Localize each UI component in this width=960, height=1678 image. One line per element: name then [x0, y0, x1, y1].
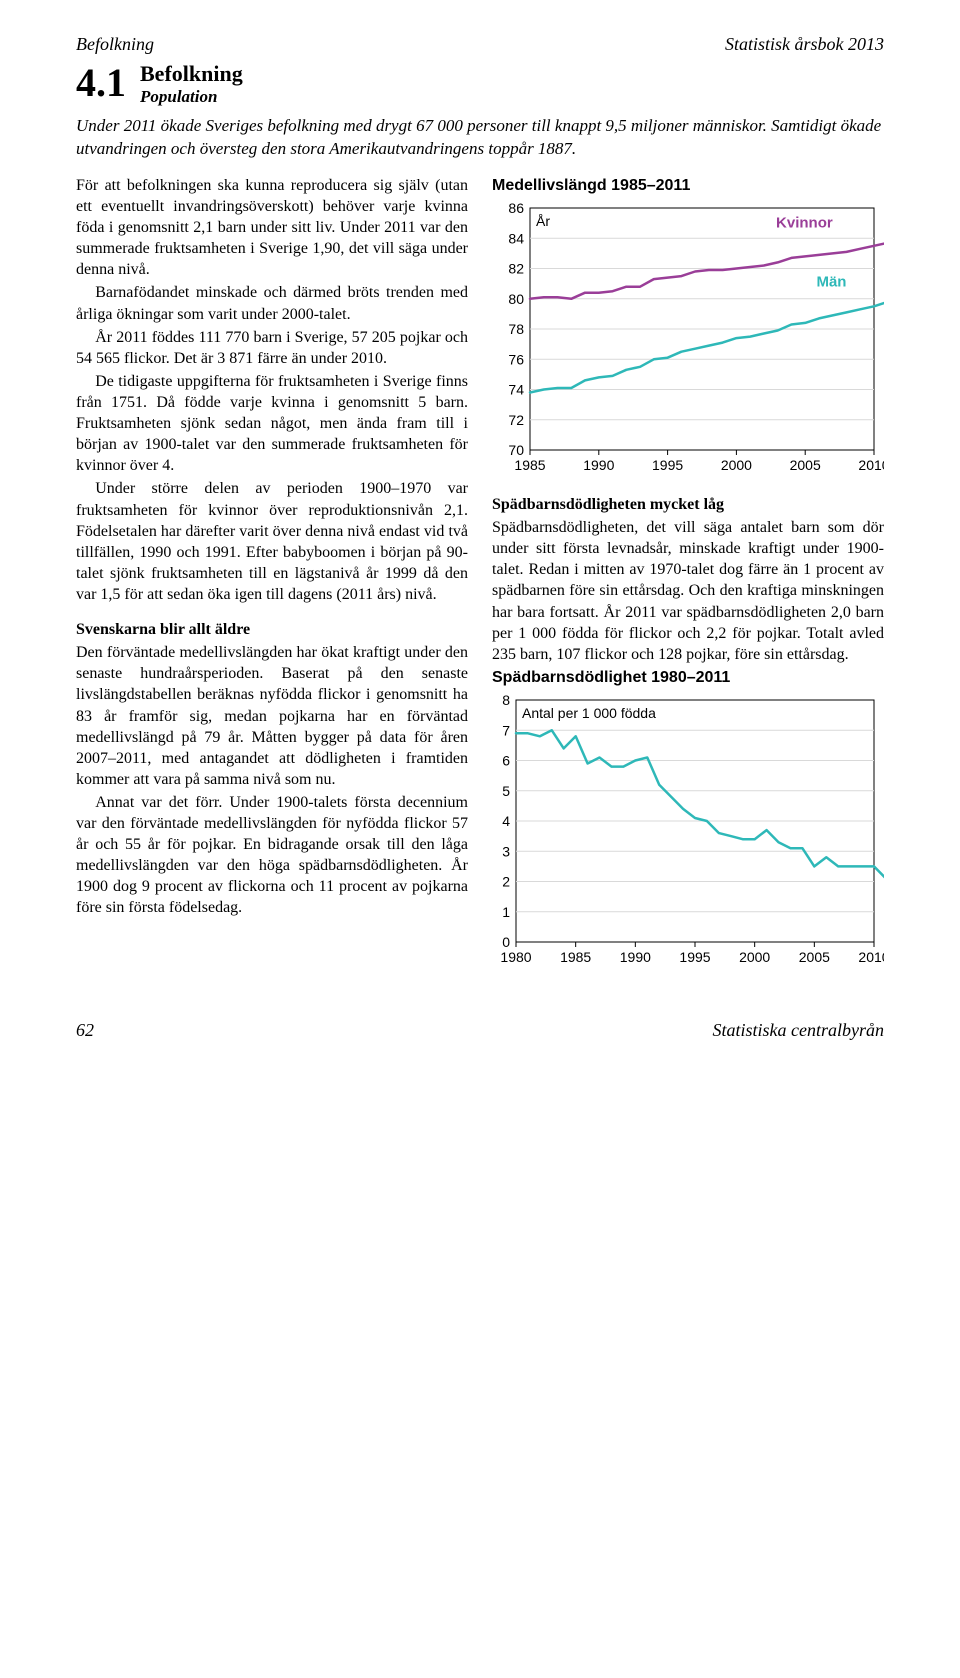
svg-text:År: År [536, 213, 550, 229]
svg-text:76: 76 [508, 351, 524, 367]
subheading: Svenskarna blir allt äldre [76, 619, 468, 640]
footer-right: Statistiska centralbyrån [713, 1020, 884, 1041]
body-paragraph: De tidigaste uppgifterna för fruktsamhet… [76, 371, 468, 477]
svg-text:6: 6 [502, 752, 510, 768]
svg-text:8: 8 [502, 692, 510, 708]
svg-text:1980: 1980 [500, 949, 531, 965]
section-head: 4.1 Befolkning Population [76, 61, 884, 107]
page: Befolkning Statistisk årsbok 2013 4.1 Be… [0, 0, 960, 1071]
svg-text:1990: 1990 [620, 949, 651, 965]
body-paragraph: Under större delen av perioden 1900–1970… [76, 478, 468, 605]
body-paragraph: Barnafödandet minskade och därmed bröts … [76, 282, 468, 324]
svg-text:78: 78 [508, 321, 524, 337]
svg-text:2010: 2010 [858, 949, 884, 965]
svg-text:Män: Män [816, 274, 846, 291]
svg-text:2010: 2010 [858, 457, 884, 473]
svg-text:5: 5 [502, 783, 510, 799]
svg-text:2000: 2000 [721, 457, 752, 473]
subheading: Spädbarnsdödligheten mycket låg [492, 494, 884, 515]
svg-text:1985: 1985 [560, 949, 591, 965]
body-paragraph: År 2011 föddes 111 770 barn i Sverige, 5… [76, 327, 468, 369]
svg-text:3: 3 [502, 843, 510, 859]
intro-paragraph: Under 2011 ökade Sveriges befolkning med… [76, 115, 884, 161]
chart2-title: Spädbarnsdödlighet 1980–2011 [492, 667, 884, 688]
chart2: 0 1 2 3 4 5 6 7 8 1980 1985 1990 1995 2000 2005 2010 Ant… [492, 692, 884, 972]
svg-text:Kvinnor: Kvinnor [776, 215, 833, 232]
svg-text:1: 1 [502, 904, 510, 920]
chart1-title: Medellivslängd 1985–2011 [492, 175, 884, 196]
svg-text:4: 4 [502, 813, 510, 829]
svg-text:2005: 2005 [799, 949, 830, 965]
svg-text:0: 0 [502, 934, 510, 950]
svg-text:1985: 1985 [514, 457, 545, 473]
svg-text:74: 74 [508, 381, 524, 397]
svg-text:70: 70 [508, 442, 524, 458]
svg-text:2005: 2005 [790, 457, 821, 473]
section-titles: Befolkning Population [140, 61, 243, 107]
section-title-en: Population [140, 87, 243, 107]
footer: 62 Statistiska centralbyrån [76, 1020, 884, 1041]
section-number: 4.1 [76, 61, 126, 103]
columns: För att befolkningen ska kunna reproduce… [76, 175, 884, 986]
body-paragraph: Den förväntade medellivslängden har ökat… [76, 642, 468, 790]
body-paragraph: Annat var det förr. Under 1900-talets fö… [76, 792, 468, 919]
svg-text:84: 84 [508, 230, 524, 246]
page-number: 62 [76, 1020, 94, 1041]
svg-text:2000: 2000 [739, 949, 770, 965]
section-title-sv: Befolkning [140, 61, 243, 87]
svg-text:1995: 1995 [652, 457, 683, 473]
svg-text:1995: 1995 [679, 949, 710, 965]
left-column: För att befolkningen ska kunna reproduce… [76, 175, 468, 986]
body-paragraph: För att befolkningen ska kunna reproduce… [76, 175, 468, 281]
svg-text:72: 72 [508, 412, 524, 428]
svg-text:Antal per 1 000 födda: Antal per 1 000 födda [522, 705, 656, 721]
svg-text:80: 80 [508, 291, 524, 307]
header-right: Statistisk årsbok 2013 [725, 34, 884, 55]
svg-text:2: 2 [502, 873, 510, 889]
svg-text:1990: 1990 [583, 457, 614, 473]
header-left: Befolkning [76, 34, 154, 55]
svg-text:82: 82 [508, 260, 524, 276]
body-paragraph: Spädbarnsdödligheten, det vill säga anta… [492, 517, 884, 665]
svg-text:7: 7 [502, 722, 510, 738]
right-column: Medellivslängd 1985–2011 707274767880828… [492, 175, 884, 986]
chart1: 70 72 74 76 78 80 82 84 86 1985 1990 1995 2000 2005 20… [492, 200, 884, 480]
running-header: Befolkning Statistisk årsbok 2013 [76, 34, 884, 55]
svg-text:86: 86 [508, 200, 524, 216]
